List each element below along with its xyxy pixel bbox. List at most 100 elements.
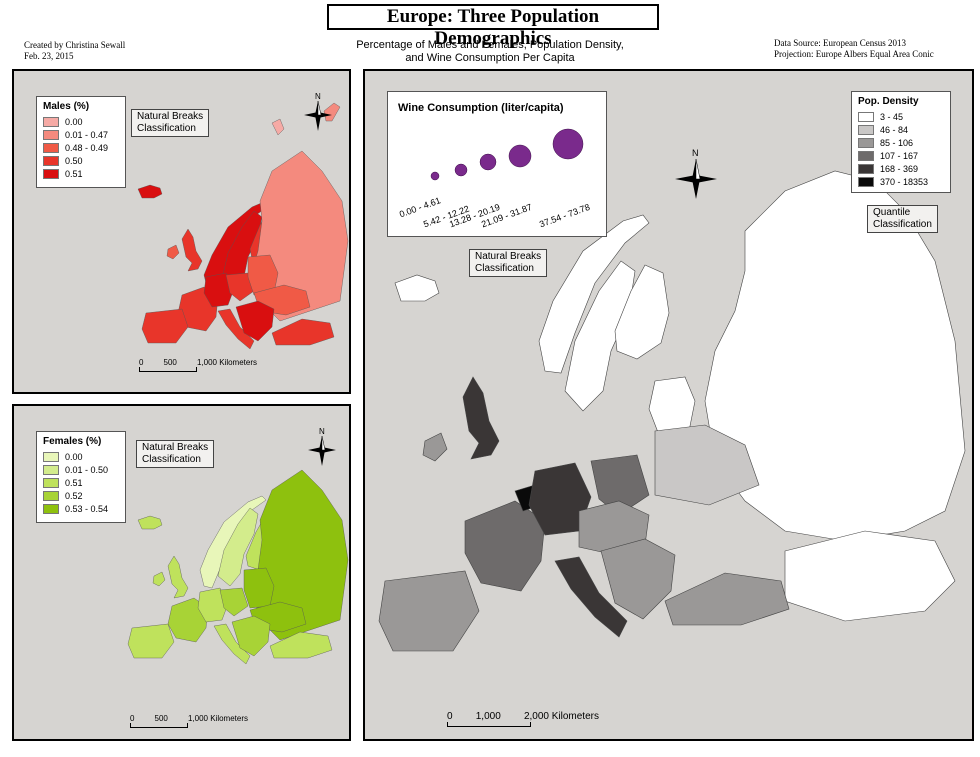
density-legend-title: Pop. Density [858,96,919,107]
legend-row: 0.01 - 0.50 [43,463,117,476]
norway [538,214,650,374]
legend-label: 168 - 369 [880,163,919,174]
wine-legend-title: Wine Consumption (liter/capita) [398,102,564,114]
scale-line [447,722,531,727]
italy [217,308,255,350]
legend-swatch [43,503,59,514]
compass-letter: N [319,427,325,436]
poland [225,272,255,302]
legend-row: 0.52 [43,489,117,502]
legend-row: 107 - 167 [858,149,942,162]
scale-tick: 1,000 [475,711,501,722]
legend-swatch [858,163,874,174]
females-map-panel: Females (%) 0.00 0.01 - 0.50 0.51 0.52 0… [12,404,351,741]
iberia [127,623,175,659]
iceland [137,515,163,530]
legend-swatch [43,142,59,153]
males-scale-bar: 0 500 1,000 Kilometers [139,358,257,372]
map-subtitle: Percentage of Males and Females, Populat… [330,39,650,65]
iceland [394,274,440,302]
density-wine-map [378,170,966,652]
turkey [269,631,333,659]
legend-row: 0.00 [43,115,117,128]
legend-swatch [43,129,59,140]
note-line: Quantile [873,207,911,218]
map-title: Europe: Three Population Demographics [327,4,659,49]
note-line: Classification [873,219,932,230]
main-scale-bar: 0 1,000 2,000 Kilometers [447,711,599,727]
legend-row: 370 - 18353 [858,175,942,188]
uk [462,376,500,460]
legend-swatch [43,490,59,501]
scale-tick: 0 [139,358,144,367]
legend-row: 0.51 [43,167,117,180]
females-classification-note: Natural Breaks Classification [136,440,215,468]
iberia [378,570,480,652]
legend-swatch [43,477,59,488]
males-classification-note: Natural Breaks Classification [131,109,210,137]
note-line: Natural Breaks [137,111,204,122]
balkans [231,615,271,657]
iberia [141,308,189,344]
sweden [217,507,259,587]
legend-row: 168 - 369 [858,162,942,175]
legend-swatch [858,137,874,148]
subtitle-line-1: Percentage of Males and Females, Populat… [356,39,624,51]
scale-line [130,723,188,728]
legend-label: 0.01 - 0.50 [65,464,109,475]
compass-letter: N [315,92,321,101]
note-line: Natural Breaks [142,442,209,453]
novaya-zemlya [323,102,341,122]
legend-swatch [43,155,59,166]
scale-tick: 1,000 Kilometers [196,358,257,367]
legend-row: 85 - 106 [858,136,942,149]
grape-symbols [430,128,584,181]
legend-row: 0.01 - 0.47 [43,128,117,141]
legend-row: 0.51 [43,476,117,489]
legend-swatch [858,124,874,135]
legend-swatch [43,116,59,127]
scale-tick: 0 [130,714,135,723]
females-legend-title: Females (%) [43,436,102,447]
legend-label: 0.00 [65,116,83,127]
france [167,597,209,643]
legend-label: 46 - 84 [880,124,909,135]
note-line: Classification [475,263,534,274]
note-line: Natural Breaks [475,251,542,262]
poland [219,587,249,617]
legend-label: 0.01 - 0.47 [65,129,109,140]
legend-row: 0.50 [43,154,117,167]
poland [590,454,650,516]
svalbard [271,118,285,136]
note-line: Classification [142,454,201,465]
density-legend: Pop. Density 3 - 45 46 - 84 85 - 106 107… [851,91,951,193]
grape-icon [508,144,532,168]
germany [203,272,235,308]
legend-row: 0.00 [43,450,117,463]
italy [554,556,628,638]
author-credit: Created by Christina Sewall [24,40,126,50]
ireland [422,432,448,462]
density-classification-note: Quantile Classification [867,205,938,233]
legend-label: 370 - 18353 [880,176,929,187]
turkey [271,318,335,346]
grape-icon [454,163,468,177]
france [464,500,546,592]
scale-tick: 500 [163,358,177,367]
italy [213,623,251,665]
germany [197,587,229,623]
females-legend: Females (%) 0.00 0.01 - 0.50 0.51 0.52 0… [36,431,126,523]
legend-swatch [858,150,874,161]
density-wine-map-panel: Wine Consumption (liter/capita) 0.00 - 4… [363,69,974,741]
uk [181,228,203,272]
scale-tick: 500 [154,714,168,723]
legend-label: 85 - 106 [880,137,914,148]
legend-label: 0.52 [65,490,83,501]
data-source: Data Source: European Census 2013 [774,38,906,48]
legend-row: 3 - 45 [858,110,942,123]
ireland [166,244,180,260]
finland [614,264,670,360]
russia [251,469,349,641]
legend-swatch [858,111,874,122]
turkey [664,572,790,626]
